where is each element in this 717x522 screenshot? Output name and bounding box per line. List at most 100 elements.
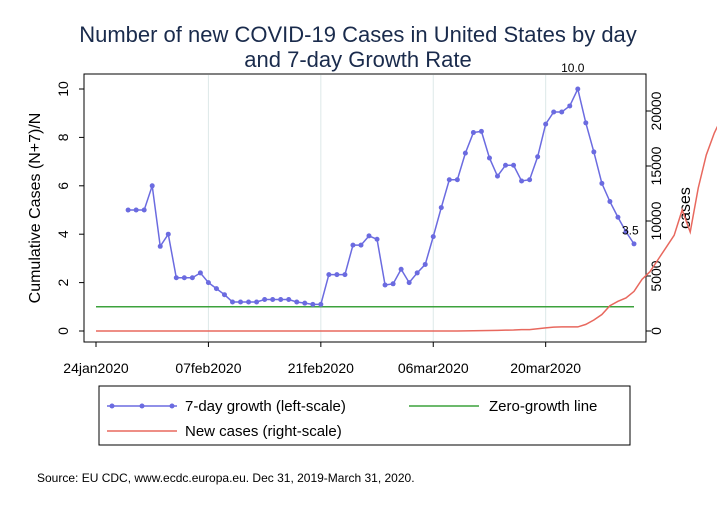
x-tick-label: 24jan2020: [63, 360, 129, 376]
grid-lines: [207, 75, 547, 341]
left-tick-label: 2: [55, 278, 71, 286]
legend-growth-marker: [109, 403, 115, 409]
growth-point: [310, 301, 316, 307]
growth-point: [511, 162, 517, 168]
right-tick-label: 5000: [648, 260, 664, 291]
legend-box: [98, 385, 631, 446]
growth-point: [334, 272, 340, 278]
x-tick-label: 21feb2020: [288, 360, 354, 376]
annotation-label: 10.0: [561, 61, 585, 75]
growth-point: [125, 207, 131, 213]
growth-point: [230, 299, 236, 305]
growth-point: [366, 233, 372, 239]
new-cases-line: [96, 125, 717, 332]
growth-point: [527, 177, 533, 183]
source-note: Source: EU CDC, www.ecdc.europa.eu. Dec …: [37, 471, 415, 485]
growth-point: [318, 301, 324, 307]
chart-title-line-2: and 7-day Growth Rate: [244, 47, 471, 72]
right-tick-label: 20000: [648, 91, 664, 130]
left-axis-ticks: 0 2 4 6 8 10: [55, 81, 84, 335]
left-tick-label: 6: [55, 182, 71, 190]
growth-point: [133, 207, 139, 213]
growth-point: [173, 275, 179, 281]
growth-point: [446, 177, 452, 183]
growth-point: [197, 270, 203, 276]
growth-point: [398, 266, 404, 272]
growth-point: [462, 150, 468, 156]
x-tick-label: 20mar2020: [510, 360, 581, 376]
growth-point: [294, 299, 300, 305]
growth-point: [599, 180, 605, 186]
growth-point: [221, 292, 227, 298]
growth-point: [149, 183, 155, 189]
growth-point: [382, 282, 388, 288]
growth-point: [438, 205, 444, 211]
growth-point: [422, 261, 428, 267]
right-tick-label: 10000: [648, 201, 664, 240]
growth-point: [374, 236, 380, 242]
legend-zero-label: Zero-growth line: [489, 398, 597, 415]
left-axis-title: Cumulative Cases (N+7)/N: [27, 113, 44, 304]
growth-point: [591, 149, 597, 155]
growth-point: [486, 155, 492, 161]
legend-growth-marker: [139, 403, 145, 409]
right-axis-title: cases: [677, 187, 694, 229]
growth-point: [559, 109, 565, 115]
right-tick-label: 0: [648, 327, 664, 335]
growth-point: [535, 154, 541, 160]
growth-point: [254, 299, 260, 305]
growth-point: [262, 297, 268, 303]
growth-point: [478, 128, 484, 134]
growth-point: [615, 214, 621, 220]
growth-point: [414, 270, 420, 276]
annotation-label: 3.5: [622, 223, 639, 237]
legend-cases-label: New cases (right-scale): [185, 423, 342, 440]
growth-point: [342, 272, 348, 278]
growth-point: [326, 272, 332, 278]
growth-point: [157, 243, 163, 249]
growth-point: [494, 173, 500, 179]
legend-growth-marker: [169, 403, 175, 409]
annotations: 10.0 3.5: [561, 61, 639, 237]
growth-point: [623, 229, 629, 235]
left-tick-label: 0: [55, 327, 71, 335]
right-axis-ticks: 0 5000 10000 15000 20000: [646, 91, 664, 335]
growth-point: [238, 299, 244, 305]
growth-point: [406, 280, 412, 286]
growth-point: [583, 120, 589, 126]
growth-point: [607, 199, 613, 205]
growth-line: [128, 86, 635, 306]
growth-point: [358, 242, 364, 248]
left-tick-label: 8: [55, 133, 71, 141]
left-tick-label: 4: [55, 230, 71, 238]
growth-point: [246, 299, 252, 305]
growth-point: [543, 121, 549, 127]
legend-growth-label: 7-day growth (left-scale): [185, 398, 346, 415]
growth-point: [286, 297, 292, 303]
growth-point: [470, 130, 476, 136]
growth-point: [213, 286, 219, 292]
left-tick-label: 10: [55, 81, 71, 97]
x-axis-ticks: 24jan2020 07feb2020 21feb2020 06mar2020 20ma…: [63, 342, 581, 376]
growth-point: [141, 207, 147, 213]
x-tick-label: 06mar2020: [398, 360, 469, 376]
growth-point: [567, 103, 573, 109]
growth-point: [350, 242, 356, 248]
growth-point: [270, 297, 276, 303]
growth-point: [302, 300, 308, 306]
growth-point: [519, 178, 525, 184]
growth-point: [631, 241, 637, 247]
growth-point: [181, 275, 187, 281]
growth-point: [575, 86, 581, 92]
growth-point: [205, 280, 211, 286]
growth-point: [189, 275, 195, 281]
series-layer: [96, 86, 717, 332]
growth-point: [430, 234, 436, 240]
growth-point: [390, 281, 396, 287]
chart-title-line-1: Number of new COVID-19 Cases in United S…: [79, 22, 637, 47]
growth-point: [165, 231, 171, 237]
x-tick-label: 07feb2020: [175, 360, 241, 376]
right-tick-label: 15000: [648, 146, 664, 185]
growth-point: [551, 109, 557, 115]
